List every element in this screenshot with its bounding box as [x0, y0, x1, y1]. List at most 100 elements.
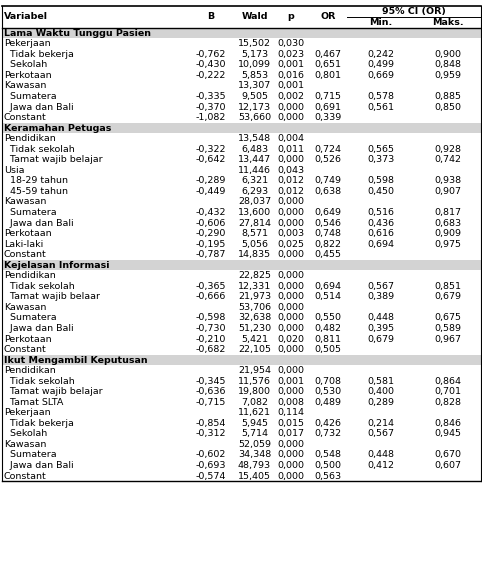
Text: 0,928: 0,928: [435, 144, 462, 154]
Text: 0,467: 0,467: [314, 50, 341, 59]
Text: Variabel: Variabel: [4, 12, 48, 21]
Text: 0,000: 0,000: [277, 292, 304, 302]
Text: 0,289: 0,289: [367, 398, 394, 407]
Text: Usia: Usia: [4, 166, 25, 175]
Text: 34,348: 34,348: [238, 451, 271, 459]
Text: 0,001: 0,001: [277, 60, 304, 70]
Bar: [2, 355, 481, 365]
Text: 6,293: 6,293: [241, 187, 268, 196]
Text: Kawasan: Kawasan: [4, 440, 46, 449]
Text: -0,730: -0,730: [196, 324, 227, 333]
Text: 0,008: 0,008: [277, 398, 304, 407]
Text: Tidak bekerja: Tidak bekerja: [4, 50, 74, 59]
Text: -0,449: -0,449: [196, 187, 227, 196]
Text: Constant: Constant: [4, 472, 47, 481]
Text: 0,000: 0,000: [277, 250, 304, 259]
Text: 0,598: 0,598: [367, 176, 394, 186]
Text: 0,909: 0,909: [435, 229, 462, 238]
Text: B: B: [208, 12, 214, 21]
Text: 0,649: 0,649: [314, 208, 341, 217]
Text: 0,000: 0,000: [277, 208, 304, 217]
Text: -0,345: -0,345: [196, 376, 227, 386]
Text: 11,576: 11,576: [238, 376, 271, 386]
Text: 0,514: 0,514: [314, 292, 341, 302]
Text: Jawa dan Bali: Jawa dan Bali: [4, 324, 73, 333]
Text: 0,011: 0,011: [277, 144, 304, 154]
Text: 0,616: 0,616: [367, 229, 394, 238]
Text: 0,938: 0,938: [435, 176, 462, 186]
Text: -0,322: -0,322: [196, 144, 227, 154]
Text: Constant: Constant: [4, 345, 47, 354]
Text: 0,426: 0,426: [314, 419, 341, 428]
Text: 0,017: 0,017: [277, 429, 304, 438]
Text: 0,848: 0,848: [435, 60, 462, 70]
Text: 0,548: 0,548: [314, 451, 341, 459]
Text: 0,043: 0,043: [277, 166, 304, 175]
Text: -0,195: -0,195: [196, 240, 227, 249]
Text: 5,173: 5,173: [241, 50, 268, 59]
Text: 0,000: 0,000: [277, 461, 304, 470]
Text: 0,448: 0,448: [367, 313, 394, 322]
Text: 0,651: 0,651: [314, 60, 341, 70]
Text: -0,312: -0,312: [196, 429, 227, 438]
Text: Sumatera: Sumatera: [4, 92, 56, 101]
Text: 18-29 tahun: 18-29 tahun: [4, 176, 68, 186]
Text: 28,037: 28,037: [238, 197, 271, 206]
Text: -0,636: -0,636: [196, 387, 227, 396]
Text: Keramahan Petugas: Keramahan Petugas: [4, 124, 111, 133]
Text: Sumatera: Sumatera: [4, 451, 56, 459]
Text: 0,694: 0,694: [367, 240, 394, 249]
Text: 11,621: 11,621: [238, 408, 271, 418]
Text: Tamat wajib belaar: Tamat wajib belaar: [4, 292, 100, 302]
Text: Lama Waktu Tunggu Pasien: Lama Waktu Tunggu Pasien: [4, 29, 151, 38]
Text: Kawasan: Kawasan: [4, 81, 46, 90]
Text: 13,600: 13,600: [238, 208, 271, 217]
Text: 0,000: 0,000: [277, 472, 304, 481]
Text: Perkotaan: Perkotaan: [4, 335, 52, 343]
Text: 0,701: 0,701: [435, 387, 462, 396]
Text: Jawa dan Bali: Jawa dan Bali: [4, 219, 73, 227]
Text: Tamat wajib belajar: Tamat wajib belajar: [4, 387, 103, 396]
Text: 0,900: 0,900: [435, 50, 462, 59]
Text: 0,020: 0,020: [277, 335, 304, 343]
Text: 0,373: 0,373: [367, 155, 394, 164]
Text: 0,732: 0,732: [314, 429, 341, 438]
Text: 0,864: 0,864: [435, 376, 462, 386]
Text: 22,105: 22,105: [238, 345, 271, 354]
Text: 0,516: 0,516: [367, 208, 394, 217]
Bar: [2, 123, 481, 133]
Text: 0,885: 0,885: [435, 92, 462, 101]
Text: 10,099: 10,099: [238, 60, 271, 70]
Text: 0,669: 0,669: [367, 71, 394, 80]
Text: -0,854: -0,854: [196, 419, 227, 428]
Text: 0,959: 0,959: [435, 71, 462, 80]
Text: Ikut Mengambil Keputusan: Ikut Mengambil Keputusan: [4, 356, 147, 365]
Text: Sekolah: Sekolah: [4, 429, 47, 438]
Text: Tidak sekolah: Tidak sekolah: [4, 376, 75, 386]
Text: Tidak sekolah: Tidak sekolah: [4, 282, 75, 291]
Text: 0,567: 0,567: [367, 282, 394, 291]
Text: -0,365: -0,365: [196, 282, 227, 291]
Text: 0,001: 0,001: [277, 81, 304, 90]
Text: 0,589: 0,589: [435, 324, 462, 333]
Text: 15,405: 15,405: [238, 472, 271, 481]
Text: 6,483: 6,483: [241, 144, 268, 154]
Text: 0,567: 0,567: [367, 429, 394, 438]
Text: 0,561: 0,561: [367, 103, 394, 111]
Text: 5,056: 5,056: [241, 240, 268, 249]
Text: 0,638: 0,638: [314, 187, 341, 196]
Text: 0,708: 0,708: [314, 376, 341, 386]
Text: -0,432: -0,432: [196, 208, 227, 217]
Text: 0,012: 0,012: [277, 176, 304, 186]
Text: -0,289: -0,289: [196, 176, 227, 186]
Text: 0,000: 0,000: [277, 197, 304, 206]
Text: 0,000: 0,000: [277, 387, 304, 396]
Text: 0,975: 0,975: [435, 240, 462, 249]
Text: 95% CI (OR): 95% CI (OR): [382, 7, 446, 16]
Text: 0,811: 0,811: [314, 335, 341, 343]
Text: 48,793: 48,793: [238, 461, 271, 470]
Text: 0,715: 0,715: [314, 92, 341, 101]
Text: 22,825: 22,825: [238, 271, 271, 280]
Text: -0,693: -0,693: [196, 461, 227, 470]
Text: 27,814: 27,814: [238, 219, 271, 227]
